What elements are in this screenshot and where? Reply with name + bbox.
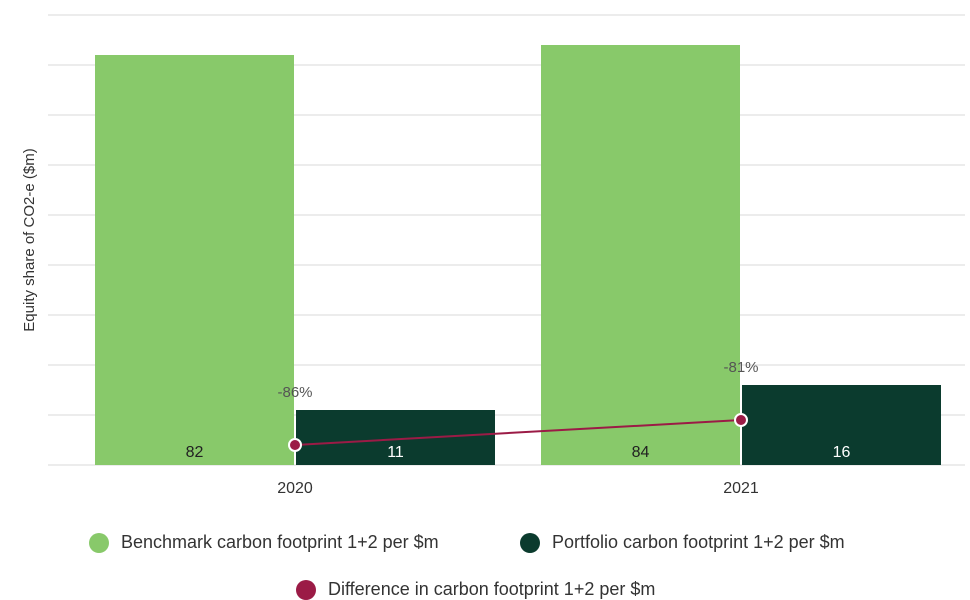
bar-value-label: 82: [186, 444, 204, 461]
legend-label: Benchmark carbon footprint 1+2 per $m: [121, 532, 439, 552]
legend-marker: [520, 533, 540, 553]
line: [294, 419, 742, 446]
line-value-label: -81%: [723, 359, 758, 376]
x-tick-label: 2020: [277, 480, 313, 497]
bar-value-label: 84: [632, 444, 650, 461]
legend-marker: [89, 533, 109, 553]
bar-value-label: 11: [387, 444, 404, 461]
legend-marker: [296, 580, 316, 600]
legend-label: Portfolio carbon footprint 1+2 per $m: [552, 532, 845, 552]
bar-value-label: 16: [833, 444, 851, 461]
line-point: [734, 413, 748, 427]
line-point: [288, 438, 302, 452]
bar: [742, 385, 941, 465]
bar: [95, 55, 294, 465]
legend-label: Difference in carbon footprint 1+2 per $…: [328, 579, 655, 599]
y-axis-label: Equity share of CO2-e ($m): [21, 148, 38, 331]
x-tick-label: 2021: [723, 480, 759, 497]
bar: [541, 45, 740, 465]
bar: [296, 410, 495, 465]
line-value-label: -86%: [277, 384, 312, 401]
